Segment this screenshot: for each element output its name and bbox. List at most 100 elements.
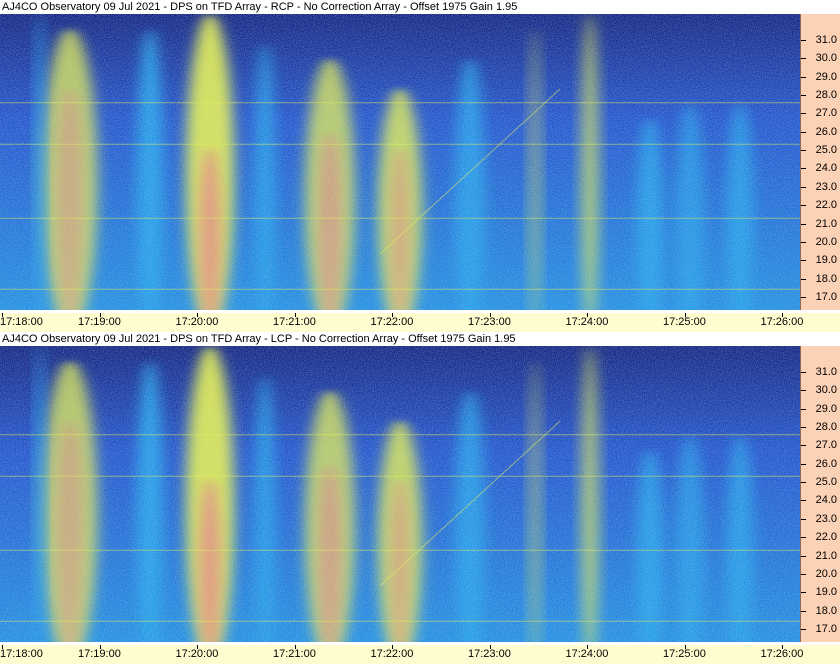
y-tick-mark	[801, 76, 806, 78]
x-tick-mark	[587, 645, 588, 649]
y-tick-label: 18.0	[815, 604, 837, 617]
y-tick-label: 24.0	[815, 162, 837, 175]
x-tick-mark	[294, 313, 296, 317]
spectrogram-svg-lcp	[0, 346, 800, 642]
frequency-axis-rcp: 17.0 18.0 19.0 20.0 21.0 22.0 23.0 24.0 25.0 26.0…	[800, 14, 840, 310]
y-tick-label: 19.0	[815, 254, 837, 267]
y-tick-label: 20.0	[815, 567, 837, 580]
y-tick-label: 27.0	[815, 107, 837, 120]
spectrogram-svg-rcp	[0, 14, 800, 310]
y-tick-label: 18.0	[815, 272, 837, 285]
y-tick-mark	[801, 482, 806, 484]
x-tick-mark	[392, 313, 393, 317]
x-tick-label: 17:26:00	[760, 316, 804, 328]
spectrogram-panel-lcp: AJ4CO Observatory 09 Jul 2021 - DPS on T…	[0, 332, 840, 664]
y-tick-mark	[801, 223, 806, 225]
x-tick-mark	[489, 645, 491, 649]
y-tick-label: 22.0	[815, 199, 837, 212]
y-tick-label: 26.0	[815, 457, 837, 470]
panel-title-rcp: AJ4CO Observatory 09 Jul 2021 - DPS on T…	[2, 1, 518, 13]
y-tick-mark	[801, 537, 806, 539]
y-tick-label: 20.0	[815, 235, 837, 248]
y-tick-mark	[801, 150, 806, 152]
spectrogram-image-rcp	[0, 14, 800, 310]
y-tick-mark	[801, 39, 806, 41]
x-tick-label: 17:19:00	[78, 316, 121, 328]
noise-overlay	[0, 346, 800, 642]
y-tick-mark	[801, 186, 806, 188]
y-tick-mark	[801, 518, 806, 520]
spectrogram-image-lcp	[0, 346, 800, 642]
y-tick-label: 24.0	[815, 494, 837, 507]
x-tick-mark	[197, 313, 198, 317]
x-tick-label: 17:24:00	[565, 648, 609, 660]
y-tick-mark	[801, 408, 806, 410]
y-tick-label: 28.0	[815, 88, 837, 101]
y-tick-mark	[801, 241, 806, 243]
y-tick-label: 23.0	[815, 512, 837, 525]
spectrogram-panel-rcp: AJ4CO Observatory 09 Jul 2021 - DPS on T…	[0, 1, 840, 332]
y-tick-label: 29.0	[815, 70, 837, 83]
x-tick-mark	[587, 313, 588, 317]
y-tick-mark	[801, 278, 806, 280]
x-tick-label: 17:21:00	[273, 316, 316, 328]
y-tick-label: 30.0	[815, 52, 837, 65]
y-tick-mark	[801, 573, 806, 575]
x-tick-mark	[99, 313, 101, 317]
y-tick-mark	[801, 205, 806, 207]
y-tick-mark	[801, 113, 806, 115]
x-tick-mark	[684, 645, 686, 649]
y-tick-mark	[801, 260, 806, 262]
x-tick-label: 17:23:00	[468, 316, 511, 328]
time-axis-rcp: 17:18:00 17:19:00 17:20:00 17:21:00 17:22:00…	[0, 313, 840, 332]
x-tick-mark	[99, 645, 101, 649]
y-tick-label: 29.0	[815, 402, 837, 415]
y-tick-label: 17.0	[815, 291, 837, 304]
x-tick-mark	[2, 645, 3, 649]
y-tick-mark	[801, 131, 806, 133]
y-tick-mark	[801, 555, 806, 557]
x-tick-mark	[782, 313, 783, 317]
y-tick-mark	[801, 445, 806, 447]
y-tick-label: 17.0	[815, 623, 837, 636]
x-tick-label: 17:18:00	[0, 316, 43, 328]
y-tick-mark	[801, 168, 806, 170]
x-tick-label: 17:18:00	[0, 648, 43, 660]
y-tick-mark	[801, 297, 806, 299]
y-tick-label: 19.0	[815, 586, 837, 599]
x-tick-mark	[684, 313, 686, 317]
x-tick-label: 17:20:00	[175, 316, 219, 328]
noise-overlay	[0, 14, 800, 310]
x-tick-label: 17:23:00	[468, 648, 511, 660]
x-tick-label: 17:19:00	[78, 648, 121, 660]
time-axis-lcp: 17:18:00 17:19:00 17:20:00 17:21:00 17:22:00…	[0, 645, 840, 664]
x-tick-label: 17:20:00	[175, 648, 219, 660]
y-tick-label: 25.0	[815, 476, 837, 489]
y-tick-label: 23.0	[815, 180, 837, 193]
y-tick-mark	[801, 629, 806, 631]
x-tick-label: 17:21:00	[273, 648, 316, 660]
x-tick-label: 17:22:00	[370, 648, 414, 660]
panel-title-lcp: AJ4CO Observatory 09 Jul 2021 - DPS on T…	[2, 333, 516, 345]
x-tick-mark	[294, 645, 296, 649]
x-tick-label: 17:24:00	[565, 316, 609, 328]
y-tick-label: 31.0	[815, 33, 837, 46]
y-tick-mark	[801, 94, 806, 96]
y-tick-mark	[801, 371, 806, 373]
y-tick-mark	[801, 610, 806, 612]
y-tick-label: 22.0	[815, 531, 837, 544]
y-tick-label: 28.0	[815, 420, 837, 433]
y-tick-label: 21.0	[815, 217, 837, 230]
y-tick-mark	[801, 390, 806, 392]
y-tick-label: 26.0	[815, 125, 837, 138]
y-tick-mark	[801, 426, 806, 428]
y-tick-label: 27.0	[815, 439, 837, 452]
x-tick-mark	[392, 645, 393, 649]
y-tick-mark	[801, 58, 806, 60]
frequency-axis-lcp: 17.0 18.0 19.0 20.0 21.0 22.0 23.0 24.0 25.0 26.0…	[800, 346, 840, 642]
x-tick-mark	[782, 645, 783, 649]
x-tick-mark	[489, 313, 491, 317]
y-tick-label: 21.0	[815, 549, 837, 562]
y-tick-mark	[801, 463, 806, 465]
x-tick-label: 17:22:00	[370, 316, 414, 328]
